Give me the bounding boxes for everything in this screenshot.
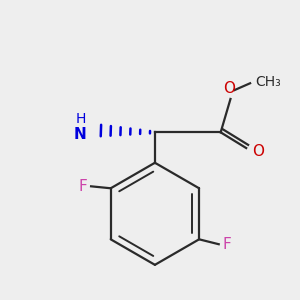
Text: N: N (74, 127, 87, 142)
Text: F: F (222, 237, 231, 252)
Text: O: O (252, 145, 264, 160)
Text: CH₃: CH₃ (255, 75, 281, 89)
Text: O: O (224, 81, 236, 96)
Text: H: H (75, 112, 86, 126)
Text: F: F (79, 179, 88, 194)
